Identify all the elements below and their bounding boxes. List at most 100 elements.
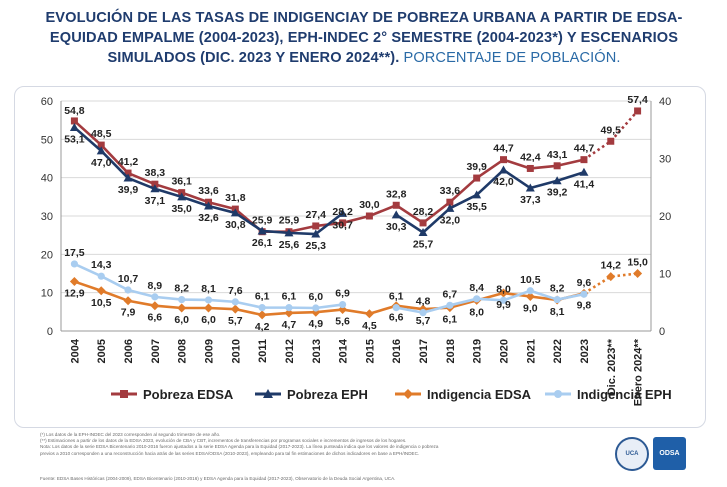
data-label: 6,0 [201,314,216,326]
y-left-tick-label: 10 [41,288,53,300]
series-marker [338,305,348,315]
data-label: 25,9 [279,215,300,227]
data-label: 25,9 [252,215,273,227]
series-marker [473,174,481,182]
data-label: 14,3 [91,259,112,271]
data-label: 44,7 [574,143,595,155]
data-label: 7,9 [121,307,136,319]
data-label: 35,0 [171,203,192,215]
series-marker [312,222,320,230]
legend-label: Pobreza EPH [287,387,368,402]
series-marker [500,156,507,164]
odsa-logo: ODSA [653,437,686,470]
y-left-tick-label: 30 [41,211,53,223]
series-marker [446,301,454,309]
x-tick-label: 2014 [338,338,350,363]
series-marker [96,146,106,155]
series-marker [472,190,482,199]
series-marker [391,210,401,219]
series-marker [124,169,132,177]
legend-label: Indigencia EDSA [427,387,532,402]
poverty-indigence-line-chart: 0 10 20 30 40 50 60 0 10 20 30 40 2004 2005 2006 2007 20… [41,94,672,406]
x-tick-label: 2013 [311,339,323,363]
series-marker [311,229,321,238]
footnote-1: (*) Los datos de la EPH-INDEC del 2023 c… [40,432,221,437]
data-label: 7,6 [228,285,243,297]
series-marker [230,304,240,314]
data-label: 8,1 [201,283,216,295]
x-tick-label: 2007 [150,339,162,363]
y-left-tick-label: 60 [41,96,53,108]
legend-label: Indigencia EPH [577,387,672,402]
x-tick-label: Dic. 2023** [606,338,618,395]
data-label: 26,1 [252,237,273,249]
series-marker [312,304,320,312]
x-tick-label: 2022 [552,339,564,363]
footnotes: (*) Los datos de la EPH-INDEC del 2023 c… [40,432,630,457]
data-label: 36,1 [171,176,192,188]
y-right-tick-label: 30 [659,154,671,166]
data-label: 33,6 [198,185,219,197]
series-marker [124,286,132,294]
series-line [73,280,585,317]
legend-marker [554,390,562,398]
series-marker [150,184,160,193]
data-label: 9,0 [523,303,538,315]
data-label: 54,8 [64,105,85,117]
y-right-tick-label: 20 [659,211,671,223]
data-label: 8,2 [550,283,565,295]
data-label: 10,5 [520,274,541,286]
series-marker [204,303,213,313]
data-label: 37,1 [145,195,166,207]
data-label: 6,0 [174,314,189,326]
y-left-tick-label: 20 [41,249,53,261]
x-tick-label: 2019 [472,339,484,363]
series-marker [204,201,213,210]
series-marker [123,296,133,306]
y-right-tick-label: 40 [659,96,671,108]
series-marker [525,292,535,301]
data-label: 39,2 [547,187,568,199]
data-label: 12,9 [64,288,85,300]
series-marker [499,288,508,298]
x-tick-label: 2015 [364,339,376,363]
data-label: 39,9 [466,161,487,173]
data-label: 33,6 [440,185,461,197]
series-marker [257,310,267,320]
data-label: 10,5 [91,297,112,309]
y-left-tick-label: 50 [41,134,53,146]
data-label: 4,5 [362,320,377,332]
data-label: 30,0 [359,199,380,211]
x-tick-label: Enero 2024** [633,338,645,406]
data-label: 32,6 [198,212,219,224]
series-marker [69,122,79,131]
chart-frame: 0 10 20 30 40 50 60 0 10 20 30 40 2004 2005 2006 2007 20… [14,86,706,428]
x-tick-label: 2021 [525,339,537,363]
series-marker [392,304,400,312]
data-label: 42,4 [520,151,541,163]
series-marker [70,260,79,268]
series-marker [177,303,187,313]
data-label: 27,4 [306,209,327,221]
series-marker [606,272,616,282]
data-label: 43,1 [547,149,568,161]
series-marker [392,201,400,209]
legend-label: Pobreza EDSA [143,387,234,402]
y-right-tick-label: 10 [659,269,671,281]
series-marker [285,304,293,312]
data-label: 49,5 [601,124,622,136]
data-label: 32,8 [386,188,407,200]
data-label: 53,1 [64,133,85,145]
data-label: 9,9 [496,299,511,311]
legend-marker [120,390,128,398]
data-label: 6,6 [389,312,404,324]
legend-marker [403,389,413,399]
data-label: 47,0 [91,157,112,169]
series-marker [97,141,105,149]
series-marker [526,164,534,172]
data-label: 32,0 [440,214,461,226]
series-marker [364,309,374,319]
data-label: 10,7 [118,273,139,285]
data-label: 30,3 [386,221,407,233]
data-label: 25,6 [279,239,300,251]
